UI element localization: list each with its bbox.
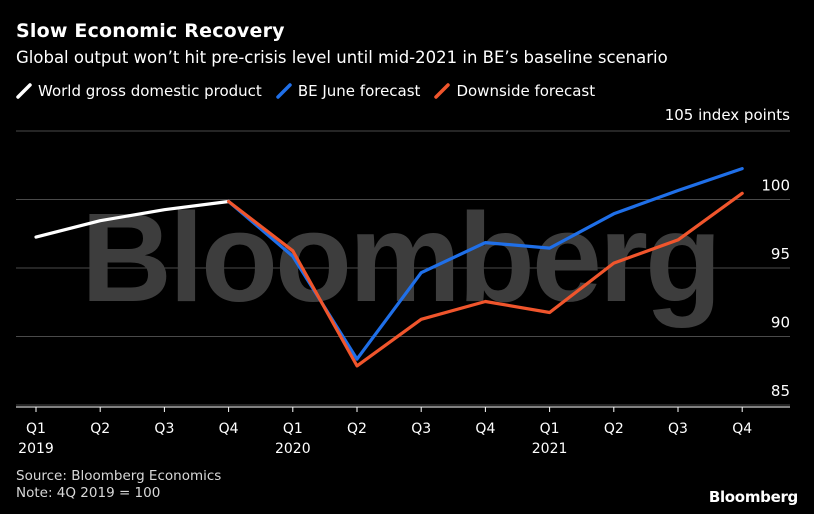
x-tick-label: Q1 (26, 421, 46, 437)
series-line-gdp (34, 199, 231, 239)
legend-swatch-june-forecast (276, 83, 292, 99)
x-tick-label: Q3 (411, 421, 431, 437)
x-tick-label: Q1 (283, 421, 303, 437)
y-tick-label: 100 (761, 177, 790, 195)
legend: World gross domestic product BE June for… (16, 82, 609, 100)
source-note: Source: Bloomberg Economics Note: 4Q 201… (16, 468, 221, 502)
legend-label-gdp: World gross domestic product (38, 82, 262, 100)
legend-label-june-forecast: BE June forecast (297, 82, 421, 100)
x-year-label: 2020 (275, 441, 311, 457)
legend-swatch-downside (434, 83, 451, 99)
legend-item-downside: Downside forecast (434, 82, 595, 100)
x-year-label: 2021 (532, 441, 568, 457)
series-line-downside (227, 191, 744, 368)
x-tick-label: Q3 (154, 421, 174, 437)
source-line: Source: Bloomberg Economics (16, 468, 222, 484)
legend-label-downside: Downside forecast (456, 82, 596, 100)
x-tick-label: Q2 (347, 421, 367, 437)
legend-swatch-gdp (16, 83, 32, 99)
x-tick-label: Q2 (90, 421, 110, 437)
legend-item-gdp: World gross domestic product (16, 82, 262, 100)
x-tick-label: Q2 (604, 421, 624, 437)
chart-title: Slow Economic Recovery (16, 20, 285, 42)
x-tick-label: Q3 (668, 421, 688, 437)
bloomberg-watermark: Bloomberg (81, 187, 719, 328)
x-tick-label: Q4 (475, 421, 495, 437)
x-tick-label: Q1 (540, 421, 560, 437)
chart-subtitle: Global output won’t hit pre-crisis level… (16, 48, 668, 67)
bloomberg-logo: Bloomberg (708, 488, 798, 506)
x-tick-label: Q4 (219, 421, 239, 437)
y-tick-label: 95 (771, 245, 790, 263)
y-tick-label: 90 (771, 314, 790, 332)
x-year-label: 2019 (18, 441, 54, 457)
x-tick-label: Q4 (732, 421, 752, 437)
note-line: Note: 4Q 2019 = 100 (16, 485, 161, 501)
legend-item-june-forecast: BE June forecast (276, 82, 421, 100)
y-tick-label: 85 (771, 382, 790, 400)
y-axis-unit-label: 105 index points (664, 106, 790, 124)
